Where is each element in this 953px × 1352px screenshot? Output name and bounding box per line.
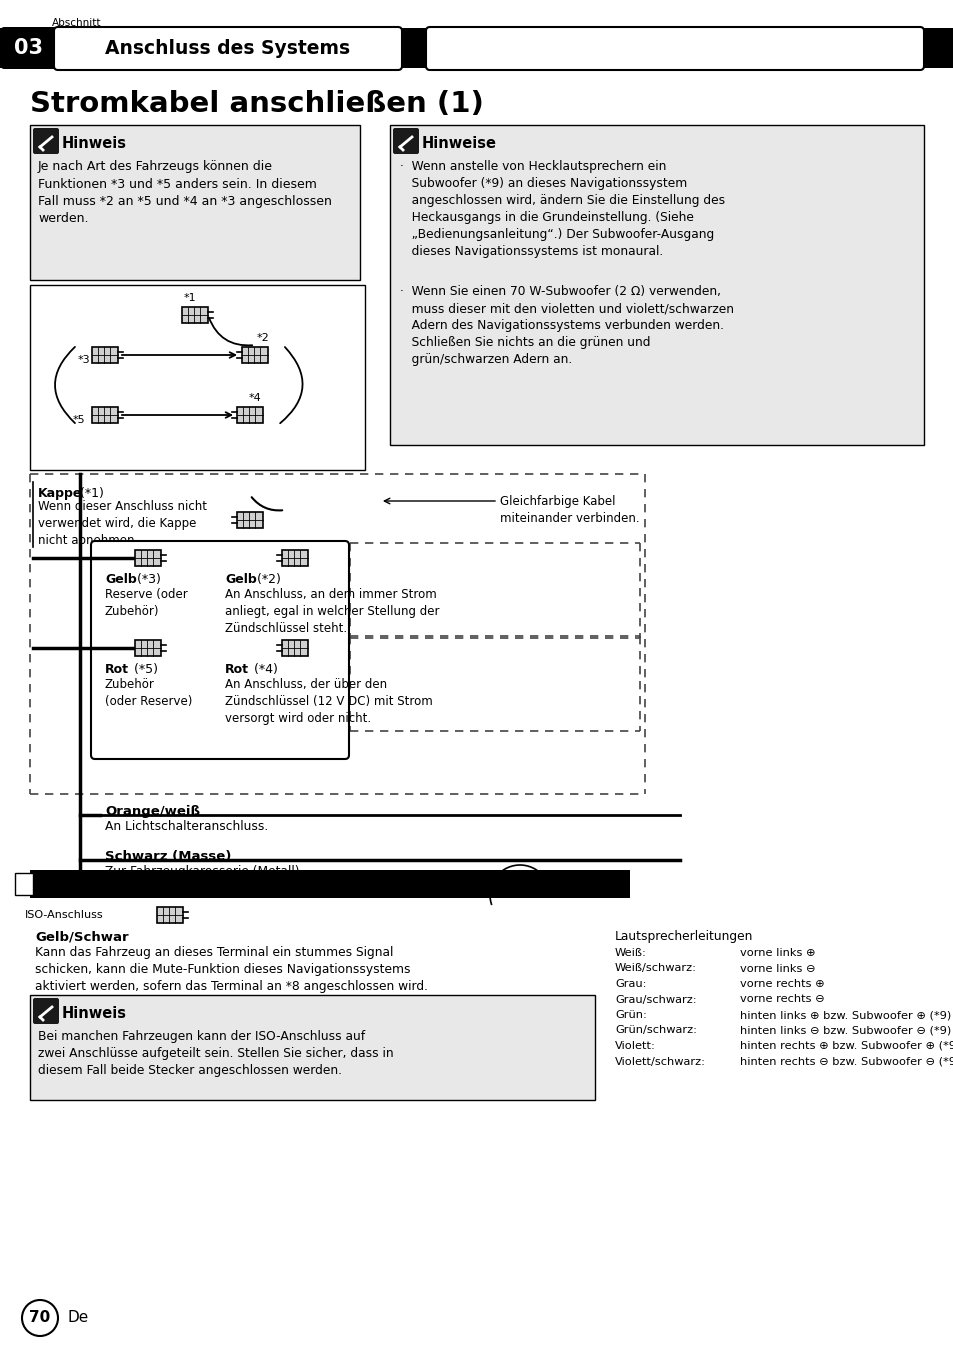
Text: vorne links ⊕: vorne links ⊕ [740,948,815,959]
Text: Gelb: Gelb [105,573,136,585]
Text: Hinweis: Hinweis [62,135,127,150]
Text: ·  Wenn anstelle von Hecklautsprechern ein
   Subwoofer (*9) an dieses Navigatio: · Wenn anstelle von Hecklautsprechern ei… [399,160,724,258]
Text: vorne rechts ⊕: vorne rechts ⊕ [740,979,823,990]
Text: vorne rechts ⊖: vorne rechts ⊖ [740,995,823,1005]
Text: *3: *3 [77,356,90,365]
Text: Stromkabel anschließen (1): Stromkabel anschließen (1) [30,91,483,118]
Text: Reserve (oder
Zubehör): Reserve (oder Zubehör) [105,588,188,618]
Text: Schwarz (Masse): Schwarz (Masse) [105,850,232,863]
Bar [390,124,923,445]
Text: Hinweis: Hinweis [62,1006,127,1021]
Bar [182,307,208,323]
Bar [30,285,365,470]
Text: Gelb/Schwar: Gelb/Schwar [35,930,129,942]
Text: Zubehör
(oder Reserve): Zubehör (oder Reserve) [105,677,193,708]
Text: Grau/schwarz:: Grau/schwarz: [615,995,696,1005]
Text: *5: *5 [72,415,85,425]
Text: (*2): (*2) [253,573,280,585]
Text: Grau:: Grau: [615,979,646,990]
Text: 03: 03 [14,38,44,58]
Text: An Anschluss, an dem immer Strom
anliegt, egal in welcher Stellung der
Zündschlü: An Anschluss, an dem immer Strom anliegt… [225,588,439,635]
FancyBboxPatch shape [426,27,923,70]
Text: Gleichfarbige Kabel
miteinander verbinden.: Gleichfarbige Kabel miteinander verbinde… [499,495,639,525]
Text: 70: 70 [30,1310,51,1325]
FancyBboxPatch shape [91,541,349,758]
Text: hinten links ⊖ bzw. Subwoofer ⊖ (*9): hinten links ⊖ bzw. Subwoofer ⊖ (*9) [740,1026,950,1036]
Text: Grün/schwarz:: Grün/schwarz: [615,1026,697,1036]
Bar [282,550,308,566]
Text: Weiß:: Weiß: [615,948,646,959]
Text: ISO-Anschluss: ISO-Anschluss [25,910,104,919]
Bar [236,512,263,529]
Bar [91,407,118,423]
Bar [15,873,33,895]
Bar [157,907,183,923]
Text: Lautsprecherleitungen: Lautsprecherleitungen [615,930,753,942]
Text: Abschnitt: Abschnitt [52,18,101,28]
Text: Rot: Rot [225,662,249,676]
Text: Violett:: Violett: [615,1041,655,1051]
Text: Orange/weiß: Orange/weiß [105,804,200,818]
Text: hinten rechts ⊕ bzw. Subwoofer ⊕ (*9): hinten rechts ⊕ bzw. Subwoofer ⊕ (*9) [740,1041,953,1051]
Text: (*1): (*1) [76,487,104,500]
FancyBboxPatch shape [100,804,649,825]
Text: Gelb: Gelb [225,573,256,585]
Text: (*3): (*3) [132,573,161,585]
Text: Zur Fahrzeugkarosserie (Metall).: Zur Fahrzeugkarosserie (Metall). [105,865,303,877]
Text: (*4): (*4) [250,662,277,676]
Bar [30,995,595,1101]
Bar [91,347,118,362]
Text: An Lichtschalteranschluss.: An Lichtschalteranschluss. [105,821,268,833]
Text: Violett/schwarz:: Violett/schwarz: [615,1056,705,1067]
Text: Bei manchen Fahrzeugen kann der ISO-Anschluss auf
zwei Anschlüsse aufgeteilt sei: Bei manchen Fahrzeugen kann der ISO-Ansc… [38,1030,394,1078]
Bar [135,639,161,656]
FancyBboxPatch shape [393,128,418,154]
Text: Anschluss des Systems: Anschluss des Systems [106,39,350,58]
Text: De: De [68,1310,90,1325]
Text: Wenn dieser Anschluss nicht
verwendet wird, die Kappe
nicht abnehmen.: Wenn dieser Anschluss nicht verwendet wi… [38,500,207,548]
Bar [242,347,268,362]
FancyBboxPatch shape [1,27,57,69]
Text: Je nach Art des Fahrzeugs können die
Funktionen *3 und *5 anders sein. In diesem: Je nach Art des Fahrzeugs können die Fun… [38,160,332,226]
FancyBboxPatch shape [54,27,401,70]
Text: Kappe: Kappe [38,487,82,500]
FancyBboxPatch shape [33,998,59,1023]
FancyBboxPatch shape [33,128,59,154]
Bar [282,639,308,656]
Text: *1: *1 [184,293,196,303]
Text: Hinweise: Hinweise [421,135,497,150]
Text: Grün:: Grün: [615,1010,646,1019]
Text: Kann das Fahrzeug an dieses Terminal ein stummes Signal
schicken, kann die Mute-: Kann das Fahrzeug an dieses Terminal ein… [35,946,428,992]
Bar [30,124,359,280]
Text: Weiß/schwarz:: Weiß/schwarz: [615,964,697,973]
Text: *4: *4 [249,393,261,403]
Text: hinten links ⊕ bzw. Subwoofer ⊕ (*9): hinten links ⊕ bzw. Subwoofer ⊕ (*9) [740,1010,950,1019]
Text: (*5): (*5) [130,662,158,676]
Bar [0,28,953,68]
Bar [135,550,161,566]
Text: ·  Wenn Sie einen 70 W-Subwoofer (2 Ω) verwenden,
   muss dieser mit den violett: · Wenn Sie einen 70 W-Subwoofer (2 Ω) ve… [399,285,733,366]
Text: Rot: Rot [105,662,129,676]
Text: vorne links ⊖: vorne links ⊖ [740,964,815,973]
Text: hinten rechts ⊖ bzw. Subwoofer ⊖ (*9): hinten rechts ⊖ bzw. Subwoofer ⊖ (*9) [740,1056,953,1067]
Bar [30,869,629,898]
Bar [236,407,263,423]
Text: An Anschluss, der über den
Zündschlüssel (12 V DC) mit Strom
versorgt wird oder : An Anschluss, der über den Zündschlüssel… [225,677,433,725]
Text: *2: *2 [256,333,269,343]
